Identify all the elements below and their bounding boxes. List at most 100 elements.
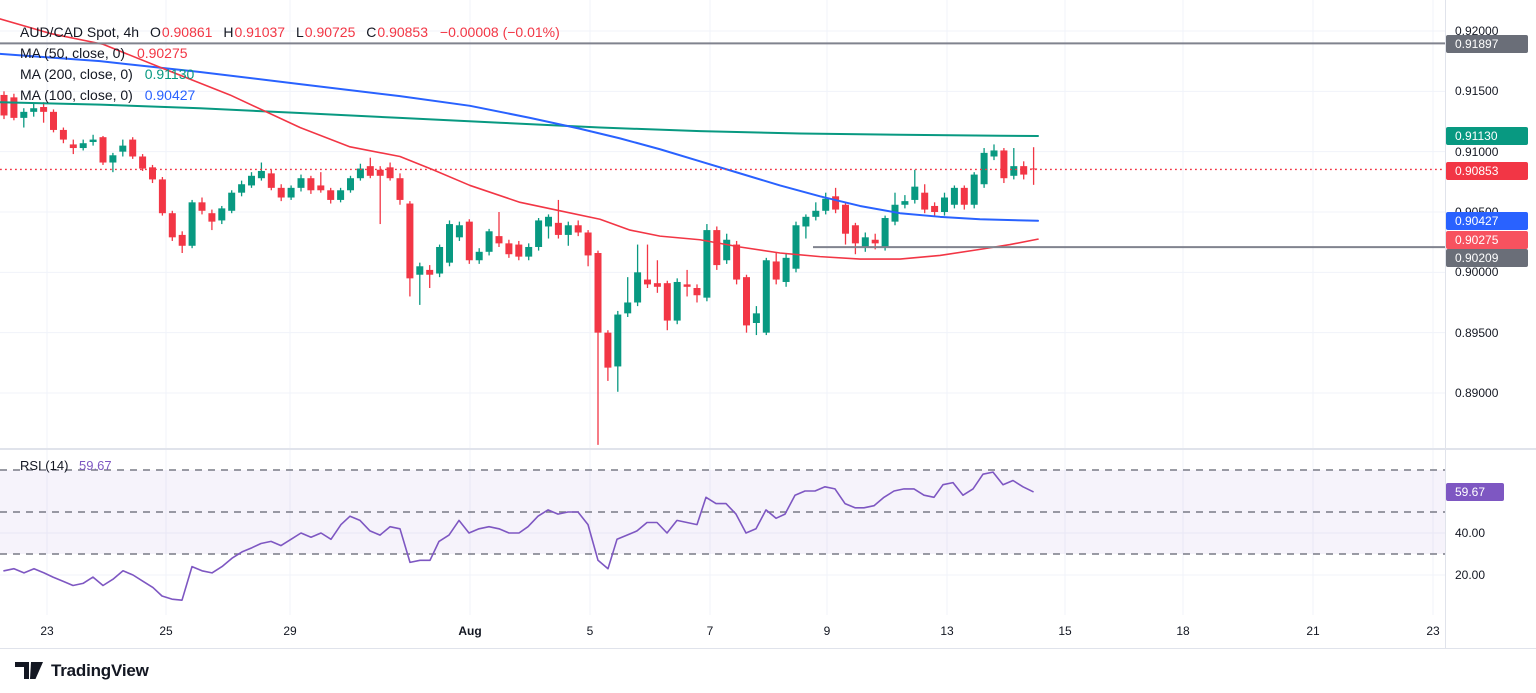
chart-canvas[interactable] [0, 0, 1536, 660]
ma100-line [0, 52, 1039, 222]
candle-body [178, 234, 186, 246]
candle-body [20, 111, 28, 118]
time-axis-label: 5 [586, 624, 594, 638]
rsi-axis-label: 20.00 [1455, 568, 1486, 582]
candle-body [386, 167, 394, 179]
candle-body [30, 108, 38, 112]
candle-body [426, 269, 434, 275]
close-label: C [366, 24, 377, 40]
candle-body [703, 230, 711, 298]
candle-body [307, 178, 315, 191]
candle-body [901, 201, 909, 205]
candle-body [752, 313, 760, 323]
candle-body [416, 266, 424, 275]
tradingview-logo-text: TradingView [51, 661, 149, 680]
candle-body [436, 246, 444, 274]
time-axis-label: 29 [283, 624, 297, 638]
candle-body [614, 314, 622, 367]
price-axis[interactable] [1445, 0, 1536, 648]
candle-body [0, 94, 8, 116]
candle-body [812, 210, 820, 217]
candle-body [406, 203, 414, 279]
candle-body [455, 225, 463, 238]
candle-body [228, 192, 236, 211]
time-axis-label: 23 [40, 624, 54, 638]
ma50-legend-row[interactable]: MA (50, close, 0) 0.90275 [20, 43, 560, 64]
pane-separator[interactable] [0, 448, 1536, 450]
candle-body [40, 107, 48, 112]
price-axis-border [1445, 0, 1446, 648]
candle-body [188, 202, 196, 246]
rsi-axis-label: 40.00 [1455, 526, 1486, 540]
ma100-legend-row[interactable]: MA (100, close, 0) 0.90427 [20, 85, 560, 106]
candle-body [248, 175, 255, 186]
price-axis-label: 0.91000 [1455, 144, 1499, 159]
ma100-value: 0.90427 [144, 87, 196, 103]
candle-body [594, 253, 602, 333]
rsi-value: 59.67 [79, 458, 112, 473]
open-label: O [149, 24, 161, 40]
footer: TradingView [0, 649, 1536, 693]
candle-body [1000, 150, 1008, 179]
rsi-label: RSI (14) [20, 458, 69, 473]
price-axis-label: 0.89500 [1455, 325, 1499, 340]
candle-body [277, 187, 285, 198]
time-axis-label: 7 [706, 624, 714, 638]
ma100-label: MA (100, close, 0) [20, 87, 133, 103]
candle-body [792, 225, 800, 269]
price-axis-label: 0.92000 [1455, 24, 1499, 38]
candle-body [69, 144, 77, 149]
price-axis-label: 0.91500 [1455, 84, 1499, 99]
time-axis-label: 15 [1058, 624, 1072, 638]
candle-body [842, 204, 849, 234]
candle-body [267, 173, 275, 188]
candle-body [158, 179, 166, 214]
rsi-legend-row[interactable]: RSI (14) 59.67 [20, 458, 112, 473]
time-axis-label: 23 [1426, 624, 1440, 638]
candle-body [822, 198, 830, 211]
close-value: 0.90853 [377, 24, 428, 40]
candle-body [762, 260, 770, 333]
ma200-legend-row[interactable]: MA (200, close, 0) 0.91130 [20, 64, 560, 85]
price-axis-badge: 0.90427 [1446, 212, 1528, 230]
symbol-title[interactable]: AUD/CAD Spot, 4h [20, 24, 140, 40]
candle-body [624, 302, 632, 314]
time-axis-label: Aug [458, 624, 482, 638]
candle-body [257, 170, 265, 179]
candle-body [960, 187, 968, 205]
candle-body [59, 129, 67, 140]
candle-body [198, 202, 206, 211]
candle-body [911, 186, 919, 200]
candle-body [634, 272, 642, 303]
rsi-line [3, 471, 1034, 602]
candle-body [950, 187, 958, 205]
time-axis-label: 25 [159, 624, 173, 638]
candle-body [604, 332, 612, 368]
candle-body [446, 224, 453, 263]
symbol-row[interactable]: AUD/CAD Spot, 4h O0.90861 H0.91037 L0.90… [20, 22, 560, 43]
candle-body [941, 197, 948, 212]
candle-body [139, 156, 147, 169]
candle-body [832, 196, 840, 210]
candle-body [554, 222, 562, 235]
ma200-line [0, 101, 1039, 137]
candle-body [347, 178, 354, 191]
ma200-value: 0.91130 [144, 66, 195, 82]
high-value: 0.91037 [234, 24, 286, 40]
candle-body [495, 236, 503, 244]
candle-body [1010, 166, 1018, 176]
tradingview-logo[interactable]: TradingView [15, 661, 149, 681]
time-axis[interactable] [0, 616, 1536, 648]
candle-body [723, 239, 731, 261]
candle-body [733, 244, 741, 280]
candle-body [743, 277, 750, 326]
candle-body [970, 174, 978, 205]
candle-body [356, 168, 364, 179]
candle-body [574, 225, 582, 233]
open-value: 0.90861 [161, 24, 213, 40]
price-axis-label: 0.90000 [1455, 265, 1499, 280]
candle-body [861, 237, 869, 247]
candle-body [663, 283, 671, 321]
candle-body [525, 246, 533, 257]
